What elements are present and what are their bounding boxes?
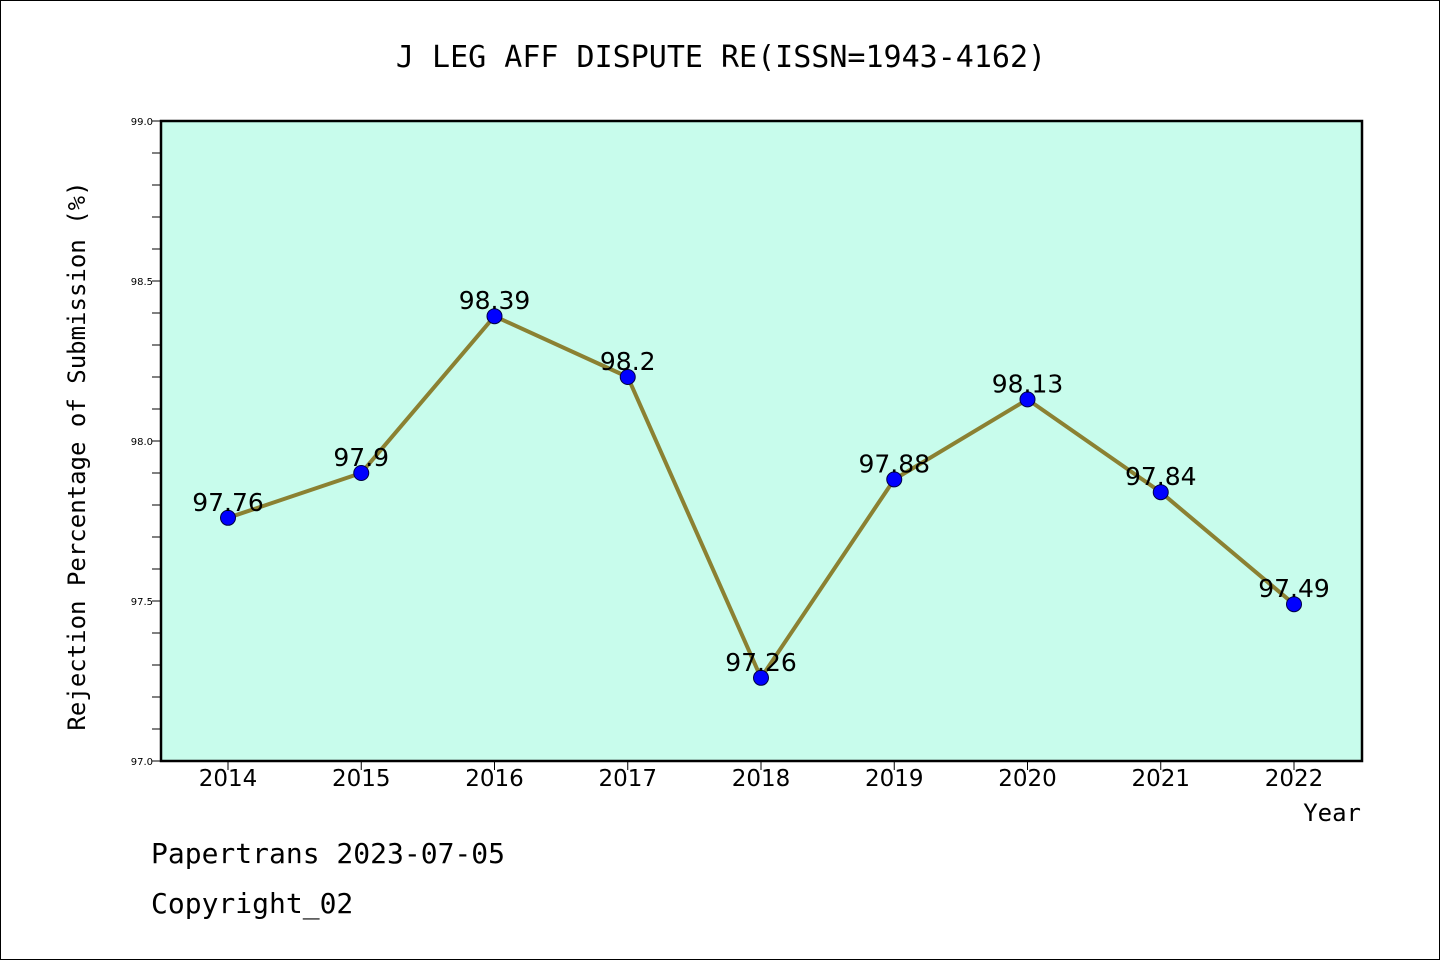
data-label: 97.84 <box>1125 462 1197 491</box>
data-point <box>886 471 903 488</box>
data-point <box>1286 596 1302 613</box>
footer-copyright: Copyright_02 <box>151 887 354 920</box>
data-label: 98.2 <box>600 347 656 376</box>
data-label: 97.9 <box>333 443 389 472</box>
x-tick-label: 2018 <box>732 766 791 792</box>
data-point <box>220 509 236 526</box>
y-tick-label: 97.0 <box>131 757 153 768</box>
x-tick-label: 2014 <box>199 766 258 792</box>
chart-title: J LEG AFF DISPUTE RE(ISSN=1943-4162) <box>396 40 1046 75</box>
data-label: 97.88 <box>858 449 930 478</box>
plot-area: 97.0 97.5 98.0 98.5 99.0 2014 2015 2016 2017 2018… <box>131 117 1364 792</box>
x-tick-label: 2015 <box>332 766 391 792</box>
plot-frame <box>159 119 1364 763</box>
x-tick-label: 2022 <box>1265 766 1324 792</box>
y-tick-label: 98.0 <box>131 437 153 448</box>
data-point <box>486 308 503 325</box>
data-point <box>353 465 370 481</box>
footer-date: Papertrans 2023-07-05 <box>151 837 506 870</box>
data-label: 97.26 <box>725 648 797 677</box>
data-point <box>1152 484 1169 501</box>
data-point <box>619 369 636 385</box>
data-point <box>753 669 769 686</box>
data-label: 98.39 <box>459 286 531 315</box>
y-tick-label: 97.5 <box>131 597 153 608</box>
data-label: 98.13 <box>992 369 1064 398</box>
x-tick-label: 2020 <box>998 766 1057 792</box>
y-axis-label: Rejection Percentage of Submission (%) <box>63 181 91 730</box>
y-tick-label: 98.5 <box>131 277 153 288</box>
data-point <box>1019 391 1036 408</box>
x-tick-label: 2016 <box>465 766 524 792</box>
data-label: 97.76 <box>192 488 264 517</box>
x-axis-label: Year <box>1303 799 1361 827</box>
data-label: 97.49 <box>1258 574 1330 603</box>
y-tick-label: 99.0 <box>131 117 153 128</box>
x-tick-label: 2017 <box>598 766 657 792</box>
x-tick-label: 2019 <box>865 766 924 792</box>
plot-background <box>161 121 1362 761</box>
x-tick-label: 2021 <box>1131 766 1190 792</box>
